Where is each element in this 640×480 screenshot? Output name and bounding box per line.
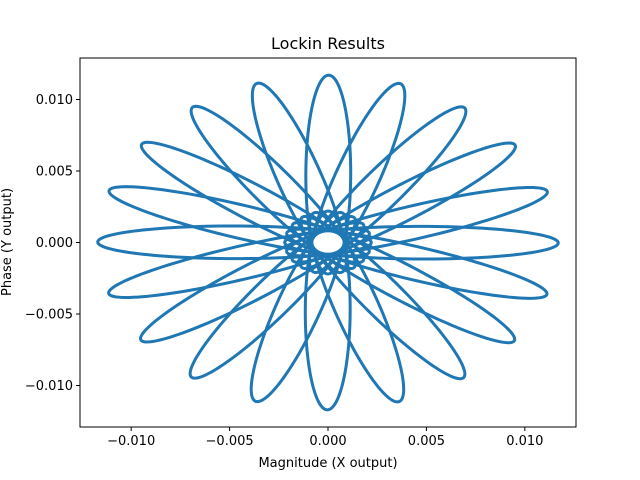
series-lobe [299, 214, 467, 381]
y-tick-label: 0.000 [36, 236, 73, 251]
series-lobe [189, 104, 357, 271]
chart-title: Lockin Results [271, 34, 385, 53]
series-lobe [139, 221, 366, 344]
series-lobe [290, 220, 517, 345]
y-tick-label: 0.010 [36, 93, 73, 108]
series-lobe [139, 140, 366, 265]
y-ticks: −0.010 −0.005 0.000 0.005 0.010 [25, 93, 80, 394]
series-lobe [285, 186, 549, 258]
series-lobe [283, 224, 560, 261]
series-lobe [303, 209, 352, 412]
series-lobe [307, 81, 407, 275]
series-lobe [304, 73, 353, 276]
series-lobe [249, 210, 349, 404]
series-lobe [96, 224, 373, 261]
series-lobe [107, 227, 371, 299]
x-ticks: −0.010 −0.005 0.000 0.005 0.010 [107, 427, 543, 449]
series-lobe [285, 227, 549, 300]
plot-layer [96, 73, 560, 412]
series-lobe [298, 105, 468, 270]
x-tick-label: −0.005 [206, 434, 254, 449]
series-lobe [308, 210, 406, 404]
y-tick-label: 0.005 [36, 164, 73, 179]
series-lobe [250, 81, 348, 275]
y-tick-label: −0.010 [25, 379, 73, 394]
x-tick-label: 0.000 [309, 434, 346, 449]
series-lobe [290, 141, 517, 264]
series-lobe [188, 215, 358, 380]
y-tick-label: −0.005 [25, 308, 73, 323]
series-lobe [107, 185, 371, 258]
x-tick-label: 0.010 [506, 434, 543, 449]
x-tick-label: 0.005 [408, 434, 445, 449]
x-axis-label: Magnitude (X output) [258, 456, 397, 471]
series-line [96, 73, 560, 412]
y-axis-label: Phase (Y output) [0, 188, 15, 296]
x-tick-label: −0.010 [107, 434, 155, 449]
